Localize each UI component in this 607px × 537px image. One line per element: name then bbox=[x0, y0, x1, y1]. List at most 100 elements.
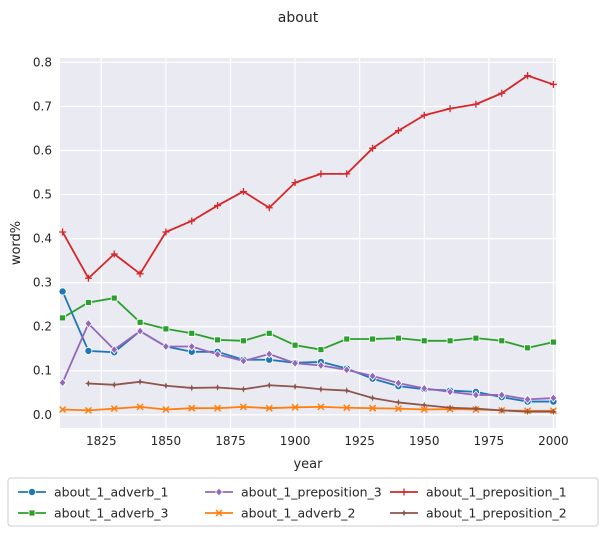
data-point bbox=[188, 404, 196, 412]
data-point bbox=[498, 406, 506, 414]
data-point bbox=[342, 365, 351, 375]
legend-label: about_1_adverb_2 bbox=[241, 506, 355, 521]
data-point bbox=[549, 393, 558, 403]
grid-lines bbox=[60, 58, 556, 428]
x-tick-label: 1950 bbox=[409, 434, 440, 448]
data-point bbox=[136, 378, 144, 386]
data-point bbox=[214, 202, 222, 210]
data-point bbox=[369, 394, 376, 402]
data-point bbox=[239, 403, 247, 411]
data-point bbox=[446, 387, 455, 397]
data-point bbox=[394, 127, 402, 135]
data-point bbox=[498, 89, 506, 97]
data-point bbox=[524, 72, 532, 80]
y-tick-label: 0.0 bbox=[33, 408, 52, 422]
x-tick-label: 1825 bbox=[86, 434, 117, 448]
data-point bbox=[446, 105, 454, 113]
data-point bbox=[214, 336, 221, 344]
x-tick-label: 1975 bbox=[474, 434, 505, 448]
series-line bbox=[61, 74, 554, 280]
data-point bbox=[85, 299, 92, 306]
data-point bbox=[394, 378, 403, 388]
series-about_1_adverb_3 bbox=[59, 294, 557, 353]
data-point bbox=[110, 250, 118, 258]
data-point bbox=[317, 346, 325, 353]
data-point bbox=[84, 346, 93, 355]
data-point bbox=[395, 334, 402, 342]
data-point bbox=[524, 408, 531, 416]
data-point bbox=[214, 404, 222, 412]
data-point bbox=[343, 170, 351, 178]
y-tick-label: 0.5 bbox=[33, 188, 52, 202]
data-point bbox=[498, 337, 506, 345]
data-point bbox=[549, 80, 557, 88]
legend-label: about_1_adverb_1 bbox=[54, 485, 168, 500]
data-point bbox=[472, 100, 480, 108]
legend-marker bbox=[27, 487, 36, 496]
series-layer bbox=[58, 72, 558, 416]
data-point bbox=[550, 408, 557, 416]
x-axis-ticks: 1825 1850 1875 1900 1925 1950 1975 2000 bbox=[86, 434, 569, 448]
data-point bbox=[524, 344, 531, 352]
data-point bbox=[369, 144, 377, 152]
data-point bbox=[188, 384, 196, 392]
series-line bbox=[62, 297, 554, 351]
data-point bbox=[161, 341, 170, 352]
data-point bbox=[59, 314, 66, 322]
data-point bbox=[317, 403, 325, 411]
data-point bbox=[420, 337, 428, 345]
data-point bbox=[446, 337, 454, 345]
data-point bbox=[291, 179, 299, 187]
data-point bbox=[214, 384, 221, 391]
data-point bbox=[497, 390, 506, 400]
series-about_1_preposition_1 bbox=[59, 72, 557, 282]
data-point bbox=[265, 349, 274, 359]
data-point bbox=[84, 274, 92, 282]
data-point bbox=[343, 387, 351, 394]
data-point bbox=[472, 334, 480, 342]
y-axis-ticks: 0.0 0.1 0.2 0.3 0.4 0.5 0.6 0.7 0.8 bbox=[33, 55, 52, 421]
series-about_1_preposition_2 bbox=[85, 378, 557, 416]
data-point bbox=[188, 217, 196, 225]
data-point bbox=[420, 405, 428, 414]
data-point bbox=[59, 405, 67, 414]
x-tick-label: 1900 bbox=[280, 434, 311, 448]
y-tick-label: 0.8 bbox=[33, 55, 52, 69]
data-point bbox=[85, 380, 92, 387]
legend-item-about_1_preposition_1: about_1_preposition_1 bbox=[390, 485, 567, 500]
legend-marker bbox=[28, 509, 36, 517]
x-axis-label: year bbox=[293, 457, 323, 472]
data-point bbox=[162, 325, 170, 333]
legend-label: about_1_preposition_1 bbox=[426, 485, 567, 500]
legend-marker bbox=[215, 509, 223, 517]
data-point bbox=[446, 404, 454, 412]
legend-item-about_1_adverb_2: about_1_adverb_2 bbox=[205, 506, 355, 521]
data-point bbox=[316, 360, 325, 371]
data-point bbox=[420, 111, 428, 119]
data-point bbox=[59, 228, 67, 236]
data-point bbox=[162, 405, 170, 414]
data-point bbox=[550, 338, 557, 346]
data-point bbox=[239, 356, 248, 366]
data-point bbox=[471, 390, 480, 400]
data-point bbox=[291, 358, 300, 368]
legend-item-about_1_adverb_1: about_1_adverb_1 bbox=[18, 485, 168, 500]
data-point bbox=[523, 394, 532, 404]
legend-item-about_1_preposition_3: about_1_preposition_3 bbox=[205, 485, 382, 500]
data-point bbox=[110, 381, 118, 389]
legend-item-about_1_adverb_3: about_1_adverb_3 bbox=[18, 506, 168, 521]
y-tick-label: 0.7 bbox=[33, 99, 52, 113]
data-point bbox=[394, 405, 402, 413]
x-tick-label: 1925 bbox=[344, 434, 375, 448]
data-point bbox=[162, 228, 170, 236]
data-point bbox=[162, 382, 170, 390]
data-point bbox=[136, 318, 144, 326]
plot-background bbox=[60, 58, 556, 428]
data-point bbox=[265, 204, 273, 212]
data-point bbox=[58, 287, 67, 296]
data-point bbox=[369, 404, 377, 412]
data-point bbox=[188, 329, 196, 337]
y-tick-label: 0.6 bbox=[33, 144, 52, 158]
data-point bbox=[420, 383, 429, 393]
